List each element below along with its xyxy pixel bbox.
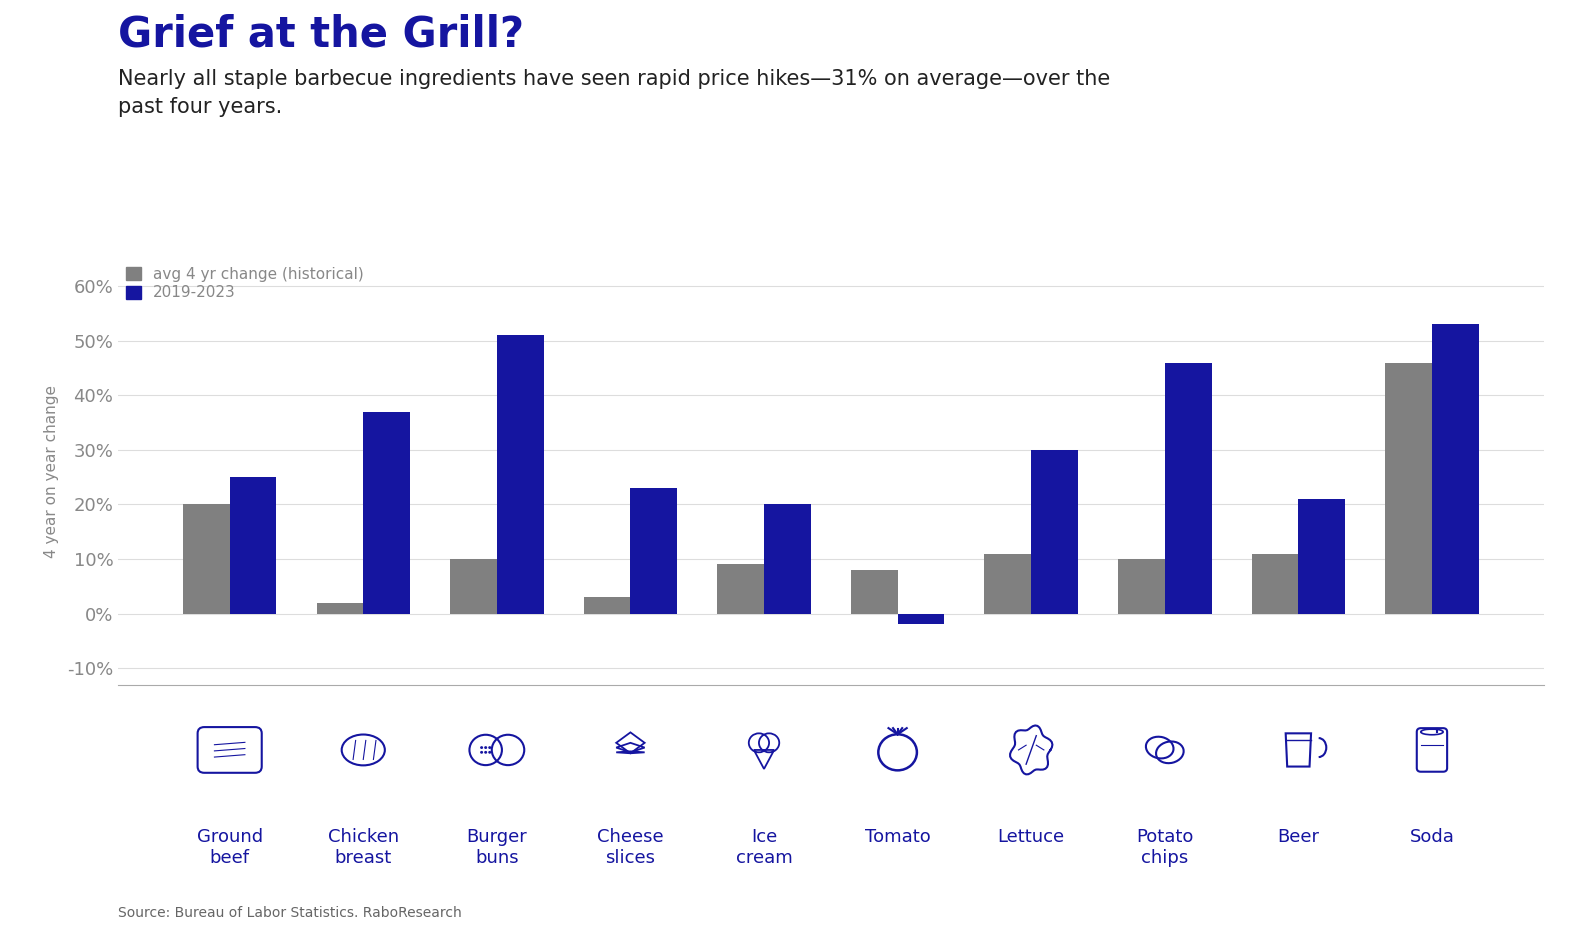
Circle shape bbox=[480, 751, 484, 754]
Bar bbox=[898, 613, 945, 624]
Bar bbox=[584, 598, 630, 613]
Text: Burger
buns: Burger buns bbox=[466, 828, 528, 867]
Text: Lettuce: Lettuce bbox=[997, 828, 1065, 845]
Bar bbox=[317, 603, 364, 613]
Bar bbox=[1384, 363, 1432, 613]
Bar bbox=[1166, 363, 1211, 613]
Bar bbox=[1298, 499, 1345, 613]
Bar bbox=[764, 504, 811, 613]
Text: Soda: Soda bbox=[1410, 828, 1454, 845]
Legend: avg 4 yr change (historical), 2019-2023: avg 4 yr change (historical), 2019-2023 bbox=[120, 261, 370, 306]
Text: Potato
chips: Potato chips bbox=[1136, 828, 1194, 867]
Circle shape bbox=[488, 751, 491, 754]
Bar bbox=[183, 504, 230, 613]
Bar bbox=[984, 553, 1032, 613]
Bar bbox=[496, 336, 543, 613]
Text: Beer: Beer bbox=[1277, 828, 1320, 845]
Text: Cheese
slices: Cheese slices bbox=[597, 828, 663, 867]
Text: Ice
cream: Ice cream bbox=[736, 828, 792, 867]
Text: Ground
beef: Ground beef bbox=[197, 828, 263, 867]
Text: Tomato: Tomato bbox=[865, 828, 931, 845]
Bar bbox=[230, 477, 277, 613]
Text: Source: Bureau of Labor Statistics. RaboResearch: Source: Bureau of Labor Statistics. Rabo… bbox=[118, 906, 461, 920]
Bar bbox=[1118, 559, 1166, 613]
Bar bbox=[850, 570, 898, 613]
Bar bbox=[630, 488, 677, 613]
Text: Chicken
breast: Chicken breast bbox=[328, 828, 398, 867]
Y-axis label: 4 year on year change: 4 year on year change bbox=[44, 385, 58, 559]
Circle shape bbox=[484, 746, 487, 749]
Text: Grief at the Grill?: Grief at the Grill? bbox=[118, 14, 524, 56]
Bar bbox=[1032, 450, 1077, 613]
Bar bbox=[450, 559, 496, 613]
Bar bbox=[717, 564, 764, 613]
Text: Nearly all staple barbecue ingredients have seen rapid price hikes—31% on averag: Nearly all staple barbecue ingredients h… bbox=[118, 69, 1110, 117]
Circle shape bbox=[488, 746, 491, 749]
Circle shape bbox=[480, 746, 484, 749]
Bar bbox=[1252, 553, 1298, 613]
Circle shape bbox=[484, 751, 487, 754]
Bar bbox=[364, 412, 410, 613]
Bar bbox=[1432, 325, 1479, 613]
